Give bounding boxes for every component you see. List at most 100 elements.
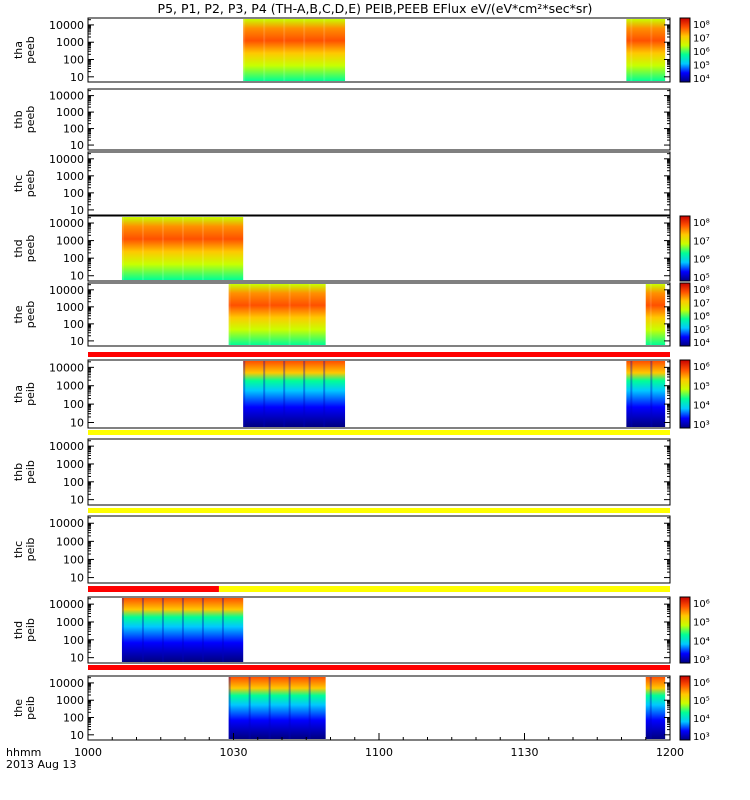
spectrogram-texture [201, 217, 204, 280]
spectrogram-texture [323, 361, 326, 427]
colorbar-tick-label: 10⁴ [693, 714, 710, 725]
spectrogram-texture [323, 19, 326, 81]
status-bar-segment [218, 586, 670, 592]
spectrogram-texture [283, 19, 286, 81]
y-tick-label: 10 [70, 572, 84, 585]
colorbar-tick-label: 10⁴ [693, 338, 710, 349]
y-tick-label: 10 [70, 494, 84, 507]
x-tick-label: 1000 [74, 746, 102, 759]
status-bar-segment [88, 430, 670, 435]
colorbar-tick-label: 10⁴ [693, 74, 710, 85]
y-tick-label: 1000 [56, 694, 84, 707]
spectrogram-block [645, 284, 666, 345]
panel-ylabel: peib [24, 618, 37, 642]
y-tick-label: 100 [63, 123, 84, 136]
spectrogram-block [243, 19, 346, 81]
colorbar-tick-label: 10⁵ [693, 273, 710, 284]
spectrogram-texture [228, 284, 231, 345]
colorbar-tick-label: 10⁶ [693, 255, 710, 266]
spectrogram-texture [303, 361, 306, 427]
y-tick-label: 10000 [49, 90, 84, 103]
spectrogram-block [645, 677, 666, 739]
y-tick-label: 10 [70, 139, 84, 152]
spectrogram-texture [649, 677, 652, 739]
panel-ylabel: the [12, 699, 25, 717]
colorbar-tick-label: 10⁴ [693, 636, 710, 647]
panel-frame [87, 359, 671, 429]
colorbar-tick-label: 10⁵ [693, 618, 710, 629]
x-caption: hhmm [6, 746, 41, 759]
panel-ylabel: tha [12, 385, 25, 403]
chart-title: P5, P1, P2, P3, P4 (TH-A,B,C,D,E) PEIB,P… [158, 1, 593, 16]
colorbar-tick-label: 10⁶ [693, 678, 710, 689]
y-tick-label: 100 [63, 54, 84, 67]
panel-ylabel: peib [24, 382, 37, 406]
spectrogram-texture [650, 19, 653, 81]
panel-frame [87, 675, 671, 741]
panel-ylabel: peib [24, 538, 37, 562]
panel-frame [87, 596, 671, 664]
spectrogram-texture [268, 677, 271, 739]
y-tick-label: 100 [63, 553, 84, 566]
spectrogram-block [626, 19, 666, 81]
colorbar-tick-label: 10⁶ [693, 362, 710, 373]
panel-thd-peib: 10 100 1000 10000 thd peib 10³ 10⁴ 10⁵ 10⁶ [12, 596, 710, 666]
colorbar [679, 215, 691, 282]
spectrogram-block [243, 361, 346, 427]
y-tick-label: 1000 [56, 616, 84, 629]
y-tick-label: 1000 [56, 235, 84, 248]
y-tick-label: 10 [70, 204, 84, 217]
y-tick-label: 1000 [56, 458, 84, 471]
y-tick-label: 10000 [49, 217, 84, 230]
colorbar [679, 282, 691, 347]
spectrogram-texture [248, 284, 251, 345]
y-tick-label: 1000 [56, 36, 84, 49]
colorbar-tick-label: 10⁸ [693, 20, 710, 31]
panel-frame [87, 151, 671, 216]
panel-thc-peib: 10 100 1000 10000 thc peib [12, 515, 671, 585]
spectrogram-texture [630, 361, 633, 427]
y-tick-label: 10000 [49, 284, 84, 297]
colorbar-tick-label: 10⁸ [693, 285, 710, 296]
panel-ylabel: peeb [24, 301, 37, 329]
y-tick-label: 10000 [49, 440, 84, 453]
spectrogram-texture [181, 598, 184, 662]
spectrogram-texture [141, 598, 144, 662]
panel-ylabel: peeb [24, 170, 37, 198]
spectrogram-texture [243, 361, 246, 427]
spectrogram-texture [121, 598, 124, 662]
spectrogram-texture [288, 677, 291, 739]
y-tick-label: 10 [70, 416, 84, 429]
spectrogram-texture [161, 598, 164, 662]
colorbar-tick-label: 10³ [693, 420, 710, 431]
y-tick-label: 10 [70, 335, 84, 348]
y-tick-label: 10 [70, 270, 84, 283]
panel-ylabel: thd [12, 621, 25, 639]
y-tick-label: 10000 [49, 517, 84, 530]
panel-ylabel: thb [12, 463, 25, 481]
y-tick-label: 1000 [56, 301, 84, 314]
y-tick-label: 10000 [49, 677, 84, 690]
spectrogram-texture [268, 284, 271, 345]
spectrogram-texture [630, 19, 633, 81]
y-tick-label: 100 [63, 252, 84, 265]
spectrogram-texture [181, 217, 184, 280]
y-tick-label: 10000 [49, 361, 84, 374]
spectrogram-texture [303, 19, 306, 81]
panel-thb-peeb: 10 100 1000 10000 thb peeb [12, 88, 671, 152]
colorbar-tick-label: 10⁷ [693, 34, 710, 45]
panel-thd-peeb: 10 100 1000 10000 thd peeb 10⁵ 10⁶ 10⁷ 10⁸ [12, 215, 710, 284]
spectrogram-texture [308, 677, 311, 739]
spectrogram-texture [263, 361, 266, 427]
panel-frame [87, 215, 671, 282]
status-bar-segment [88, 508, 670, 513]
y-tick-label: 100 [63, 712, 84, 725]
colorbar-tick-label: 10⁴ [693, 401, 710, 412]
panel-ylabel: tha [12, 41, 25, 59]
y-tick-label: 10 [70, 71, 84, 84]
y-tick-label: 10000 [49, 598, 84, 611]
spectrogram-texture [650, 361, 653, 427]
spectrogram-block [121, 217, 244, 280]
panel-ylabel: peeb [24, 36, 37, 64]
